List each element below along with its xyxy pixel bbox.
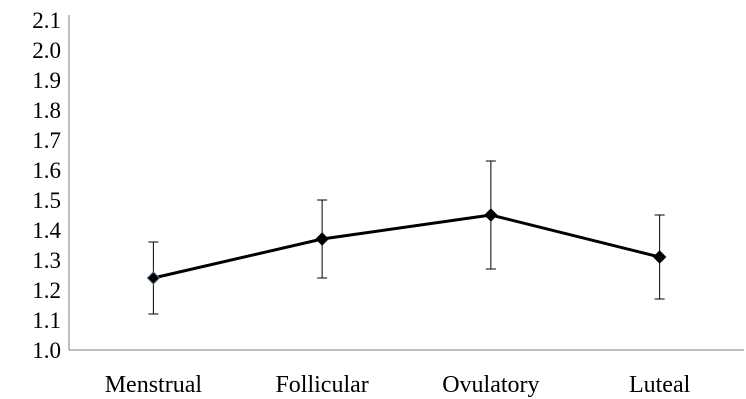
y-tick-label: 1.9 <box>32 68 61 93</box>
data-point-marker <box>654 251 666 263</box>
data-point-marker <box>316 233 328 245</box>
y-tick-label: 1.3 <box>32 248 61 273</box>
data-point-marker <box>147 272 159 284</box>
x-axis-category-labels: Menstrual Follicular Ovulatory Luteal <box>105 372 691 398</box>
y-tick-label: 1.0 <box>32 338 61 363</box>
y-tick-label: 1.5 <box>32 188 61 213</box>
x-category-label: Luteal <box>629 372 691 398</box>
y-tick-label: 1.7 <box>32 128 61 153</box>
y-tick-label: 1.6 <box>32 158 61 183</box>
data-markers <box>147 209 665 284</box>
y-tick-label: 1.8 <box>32 98 61 123</box>
x-category-label: Follicular <box>275 372 368 398</box>
series-line <box>153 215 659 278</box>
y-tick-label: 1.2 <box>32 278 61 303</box>
y-tick-label: 2.0 <box>32 38 61 63</box>
y-axis-tick-labels: 1.0 1.1 1.2 1.3 1.4 1.5 1.6 1.7 1.8 1.9 2.0 2.1 <box>32 8 61 363</box>
y-tick-label: 1.1 <box>32 308 61 333</box>
x-category-label: Menstrual <box>105 372 203 398</box>
data-point-marker <box>485 209 497 221</box>
x-category-label: Ovulatory <box>442 372 539 398</box>
y-tick-label: 1.4 <box>32 218 61 243</box>
y-tick-label: 2.1 <box>32 8 61 33</box>
